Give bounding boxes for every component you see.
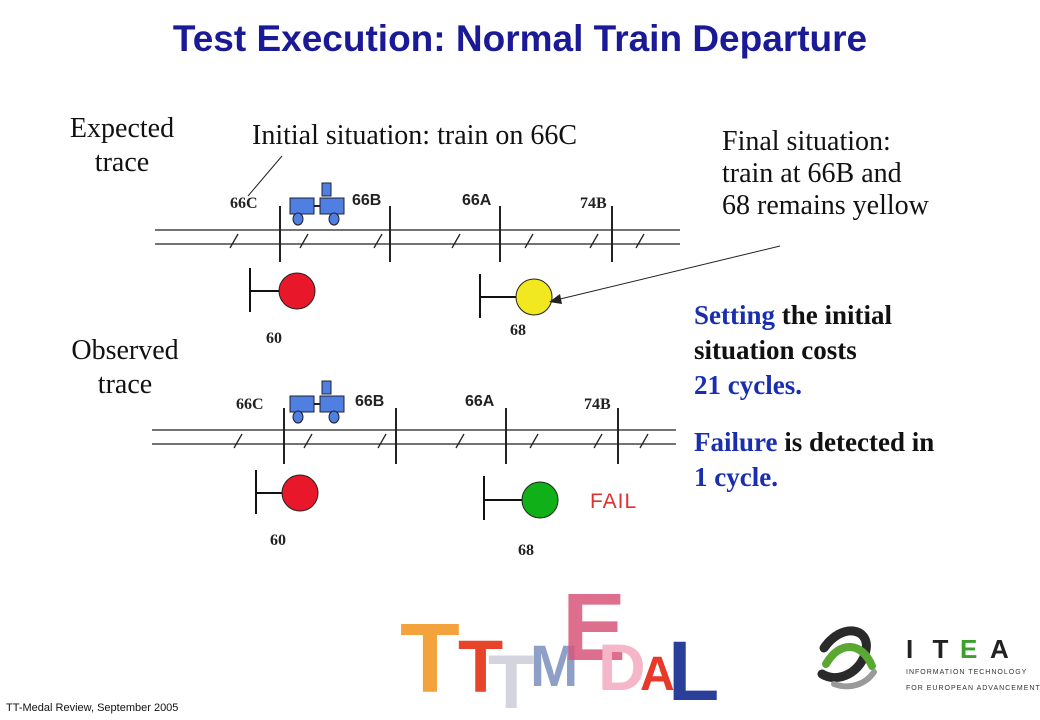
svg-text:T: T [458,625,503,708]
observed-track-74b: 74B [584,396,611,413]
observed-track-66b: 66B [355,393,385,410]
observed-signal-68 [483,476,559,520]
final-line1: Final situation: [722,126,891,157]
fail-label: FAIL [590,490,638,513]
final-pointer-arrowhead [549,294,562,304]
observed-signal-60-label: 60 [270,532,286,549]
expected-trace-label: Expected trace [52,112,192,180]
summary-p2-rest: is detected in [777,427,935,457]
expected-signal-68-label: 68 [510,322,526,339]
final-line3: 68 remains yellow [722,190,929,221]
expected-track [155,206,680,262]
expected-signal-60-label: 60 [266,330,282,347]
expected-track-66b: 66B [352,192,382,209]
observed-track-66a: 66A [465,393,495,410]
observed-trace-label: Observed trace [52,334,198,402]
expected-track-74b: 74B [580,195,607,212]
observed-label-line2: trace [97,369,153,400]
expected-label-line2: trace [94,147,150,178]
summary-text: Setting the initial situation costs 21 c… [694,298,934,495]
initial-situation-text: Initial situation: train on 66C [252,120,578,151]
final-situation-text: Final situation: train at 66B and 68 rem… [722,126,929,222]
svg-text:I T: I T [906,634,954,664]
summary-p1-rest: the initial [775,300,893,330]
observed-train-icon [289,380,345,424]
summary-setting: Setting [694,300,775,330]
svg-text:A: A [640,648,675,701]
svg-text:E: E [960,634,977,664]
expected-signal-68 [479,274,553,318]
svg-text:T: T [400,603,460,713]
svg-text:FOR EUROPEAN ADVANCEMENT: FOR EUROPEAN ADVANCEMENT [906,685,1040,692]
observed-track-66c: 66C [236,396,264,413]
expected-label-line1: Expected [69,113,175,144]
expected-signal-60 [249,268,316,312]
observed-label-line1: Observed [71,335,179,366]
initial-pointer-line [247,155,283,197]
slide-title: Test Execution: Normal Train Departure [172,18,868,59]
expected-train-icon [289,182,345,226]
expected-track-66a: 66A [462,192,492,209]
final-pointer-line [555,245,781,301]
svg-text:E: E [562,574,626,681]
final-line2: train at 66B and [722,158,902,189]
svg-text:INFORMATION TECHNOLOGY: INFORMATION TECHNOLOGY [906,669,1027,676]
svg-text:M: M [530,634,578,699]
svg-text:L: L [668,624,719,718]
svg-text:T: T [488,640,534,720]
tt-medal-logo: T T T M E D A L [400,574,719,720]
footer-text: TT-Medal Review, September 2005 [6,702,179,714]
itea-logo: I T E A INFORMATION TECHNOLOGY FOR EUROP… [817,626,1040,692]
svg-text:D: D [598,630,646,704]
itea-swirl-icon [817,626,877,690]
summary-failure: Failure [694,427,778,457]
expected-track-66c: 66C [230,195,258,212]
svg-text:A: A [990,634,1009,664]
summary-p2-line2: 1 cycle. [694,462,778,492]
observed-signal-68-label: 68 [518,542,534,559]
summary-p1-line2: situation costs [694,335,857,365]
observed-track [152,408,676,464]
observed-signal-60 [255,470,319,514]
summary-p1-line3: 21 cycles. [694,370,802,400]
